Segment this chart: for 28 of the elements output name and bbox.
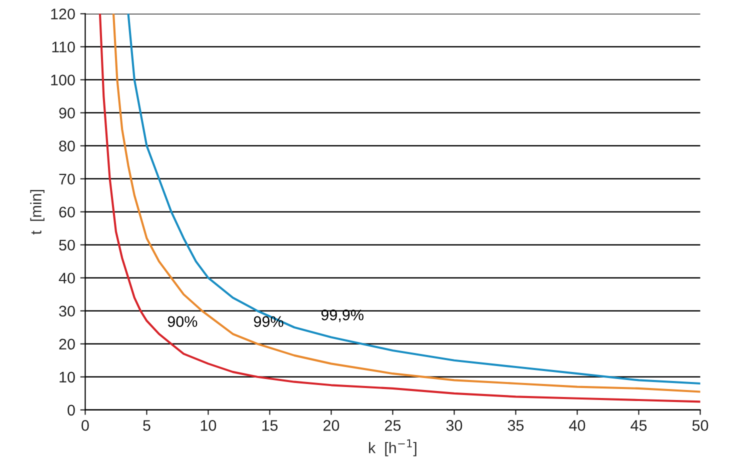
x-tick-label: 20 xyxy=(324,420,340,431)
x-tick-label: 45 xyxy=(630,420,647,431)
annotation: 99% xyxy=(254,316,284,327)
y-tick-label: 0 xyxy=(68,404,75,416)
y-tick-label: 40 xyxy=(58,272,75,284)
y-tick-label: 80 xyxy=(59,140,75,152)
x-tick-label: 30 xyxy=(446,420,462,431)
y-tick-label: 50 xyxy=(59,240,75,251)
x-tick-label: 10 xyxy=(200,420,216,431)
x-tick-label: 15 xyxy=(262,420,278,431)
y-tick-label: 120 xyxy=(51,8,75,20)
y-tick-label: 60 xyxy=(59,206,75,218)
x-tick-label: 25 xyxy=(385,420,401,431)
x-tick-label: 40 xyxy=(569,420,586,431)
annotation: 90% xyxy=(168,316,198,327)
x-tick-label: 0 xyxy=(82,420,89,431)
x-tick-label: 5 xyxy=(143,420,150,431)
y-tick-label: 90 xyxy=(59,108,75,118)
x-tick-label: 35 xyxy=(508,420,524,431)
y-tick-label: 10 xyxy=(60,372,75,383)
y-tick-label: 70 xyxy=(59,174,75,184)
y-tick-label: 20 xyxy=(59,338,75,350)
x-tick-label: 50 xyxy=(692,420,708,431)
y-axis-title: t [min] xyxy=(30,190,44,235)
y-tick-label: 110 xyxy=(52,42,75,52)
y-tick-label: 30 xyxy=(59,306,75,317)
x-axis-title: k [h$^{−1}$] xyxy=(369,439,416,456)
y-tick-label: 100 xyxy=(51,74,75,86)
